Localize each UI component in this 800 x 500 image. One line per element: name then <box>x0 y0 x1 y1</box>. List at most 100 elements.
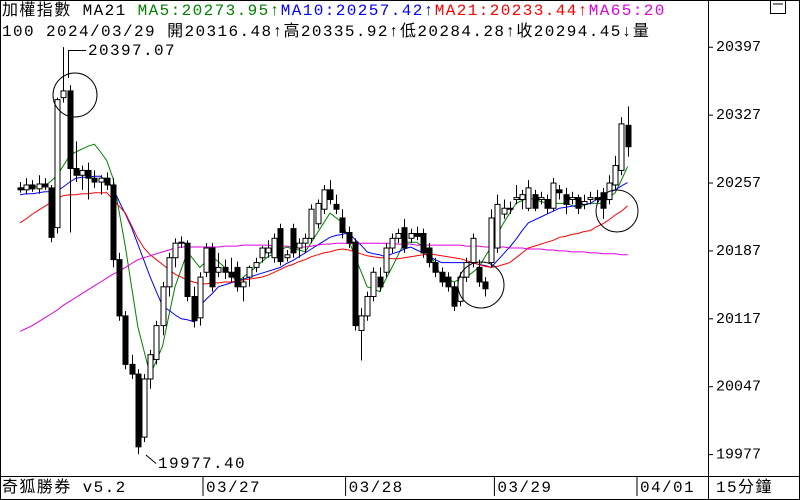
candle-body <box>587 197 594 201</box>
candle-body <box>532 194 539 209</box>
candle-body <box>141 378 148 438</box>
candle-body <box>563 194 570 205</box>
candle-body <box>556 189 563 194</box>
candle-body <box>23 184 30 191</box>
candle-body <box>240 281 247 288</box>
candle-body <box>383 247 390 273</box>
candle-body <box>525 187 532 209</box>
candle-body <box>296 242 303 249</box>
annotation: 20397.07 <box>88 42 176 60</box>
candle-body <box>166 257 173 288</box>
candle-body <box>420 232 427 254</box>
candle-body <box>333 203 340 210</box>
candle-body <box>60 90 67 99</box>
quote-item: 2024/03/29 <box>46 23 156 41</box>
candle-body <box>184 242 191 298</box>
header: 加權指數 MA21 MA5:20273.95↑MA10:20257.42↑MA2… <box>2 1 666 41</box>
candle-body <box>538 197 545 201</box>
candle-body <box>321 189 328 210</box>
candle-body <box>513 197 520 201</box>
quote-item: 高20335.92 <box>284 22 389 41</box>
candle-body <box>408 232 415 239</box>
candle-body <box>48 187 55 238</box>
candle-body <box>612 165 619 186</box>
candle-body <box>234 266 241 288</box>
header-line: 加權指數 MA21 MA5:20273.95↑MA10:20257.42↑MA2… <box>2 1 666 20</box>
x-tick-label: 03/27 <box>206 479 261 497</box>
candle-body <box>17 187 24 191</box>
candle-body <box>377 276 384 288</box>
candle-body <box>470 237 477 264</box>
candle-body <box>575 197 582 209</box>
index-name: 加權指數 <box>2 1 72 20</box>
brand: 奇狐勝券 v5.2 <box>2 478 127 497</box>
candle-body <box>290 228 297 254</box>
candle-body <box>147 354 154 380</box>
candle-body <box>122 315 129 365</box>
candle-body <box>625 124 632 148</box>
quote-item: 低20284.28 <box>400 22 505 41</box>
highlight-circle <box>595 189 639 233</box>
quote-item: ↑ <box>389 23 400 41</box>
period[interactable]: 15分鐘 <box>716 478 773 497</box>
candle-body <box>569 197 576 201</box>
candle-body <box>581 200 588 205</box>
candle-body <box>476 266 483 283</box>
candle-body <box>352 241 359 327</box>
ma-label: MA21 <box>83 2 127 20</box>
ma-line <box>19 175 628 323</box>
candle-body <box>618 123 625 171</box>
candle-body <box>494 203 501 249</box>
candle-body <box>129 363 136 375</box>
candle-body <box>222 266 229 273</box>
candle-body <box>153 325 160 361</box>
candle-body <box>439 271 446 283</box>
candle-body <box>73 167 80 176</box>
quote-item: ↓ <box>622 23 633 41</box>
candle-body <box>259 247 266 259</box>
x-tick-label: 04/01 <box>640 479 695 497</box>
candle-body <box>29 184 36 190</box>
window-button[interactable] <box>770 0 786 14</box>
candle-body <box>463 262 470 278</box>
candle-body <box>308 208 315 239</box>
candle-body <box>482 281 489 290</box>
candle-body <box>389 237 396 249</box>
candle-body <box>346 231 353 244</box>
candle-body <box>178 241 185 244</box>
annotation: 19977.40 <box>158 455 246 473</box>
candle-body <box>451 286 458 307</box>
candle-body <box>370 271 377 298</box>
x-tick-label: 03/28 <box>349 479 404 497</box>
candle-body <box>104 177 111 186</box>
highlight-circle <box>457 261 505 309</box>
y-tick-label: 20187 <box>716 243 761 260</box>
candle-body <box>358 315 365 331</box>
candle-body <box>550 182 557 209</box>
candle-body <box>271 237 278 259</box>
annotation-leader <box>145 454 157 464</box>
candle-body <box>488 217 495 264</box>
candle-body <box>414 232 421 237</box>
candle-body <box>395 232 402 239</box>
candle-body <box>253 262 260 268</box>
candle-body <box>401 227 408 249</box>
candle-body <box>85 169 92 179</box>
ma-arrow: ↑ <box>270 2 281 20</box>
candle-body <box>191 296 198 322</box>
y-tick-label: 20117 <box>716 311 761 328</box>
quote-item: 100 <box>2 23 35 41</box>
plot <box>17 46 713 456</box>
highlight-circle <box>52 72 98 118</box>
ma-value: MA65:20 <box>589 2 666 20</box>
candle-body <box>519 194 526 201</box>
quote-item: 量 <box>633 23 650 41</box>
candle-body <box>197 276 204 319</box>
candle-body <box>98 177 105 183</box>
candle-body <box>228 271 235 278</box>
ma-value: MA5:20273.95 <box>138 2 270 20</box>
y-tick-label: 20327 <box>716 107 761 124</box>
candle-body <box>54 99 61 229</box>
